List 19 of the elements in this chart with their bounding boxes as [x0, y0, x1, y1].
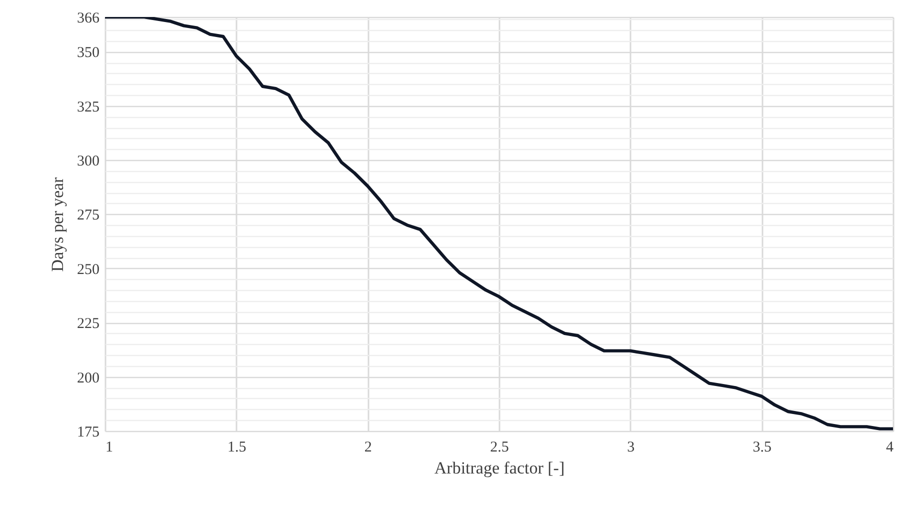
y-tick-label: 366: [77, 10, 100, 26]
x-tick-label: 2: [364, 440, 372, 456]
y-tick-label: 275: [77, 208, 100, 224]
y-tick-label: 225: [77, 316, 100, 332]
x-tick-label: 1: [106, 440, 113, 456]
y-axis-title: Days per year: [48, 176, 67, 272]
x-tick-label: 1.5: [227, 440, 246, 456]
x-tick-label: 3.5: [752, 440, 772, 456]
x-tick-label: 3: [627, 440, 635, 456]
y-tick-label: 300: [77, 154, 100, 170]
x-tick-label: 2.5: [490, 440, 509, 456]
line-series: [105, 17, 893, 430]
y-tick-label: 200: [77, 370, 100, 386]
y-tick-label: 350: [77, 45, 100, 62]
y-tick-label: 250: [77, 262, 100, 278]
x-axis-title: Arbitrage factor [-]: [434, 458, 565, 478]
y-tick-label: 325: [77, 99, 100, 116]
y-tick-label: 175: [77, 424, 100, 440]
x-tick-label: 4: [886, 440, 894, 456]
